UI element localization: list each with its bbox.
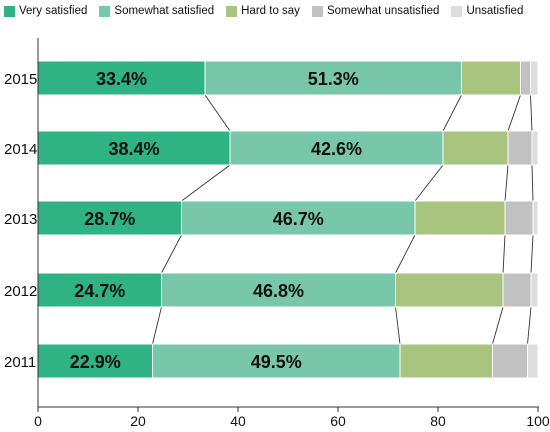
- data-label: 33.4%: [96, 69, 147, 89]
- x-tick-label: 40: [230, 413, 246, 429]
- legend-item: Very satisfied: [0, 5, 87, 17]
- x-tick-label: 0: [34, 413, 42, 429]
- data-label: 24.7%: [74, 281, 125, 301]
- bar-segment: [229, 130, 444, 166]
- legend-item: Somewhat satisfied: [95, 5, 214, 17]
- data-label: 22.9%: [70, 352, 121, 372]
- connector-line: [442, 94, 462, 132]
- legend-label: Very satisfied: [19, 5, 88, 17]
- x-tick-label: 100: [526, 413, 550, 429]
- bar-segment: [181, 200, 416, 236]
- legend-swatch: [99, 5, 111, 17]
- legend-label: Hard to say: [241, 5, 300, 17]
- connector-line: [504, 164, 509, 202]
- connector-line: [161, 234, 182, 274]
- data-label: 49.5%: [251, 352, 302, 372]
- legend-label: Unsatisfied: [466, 5, 524, 17]
- connector-line: [530, 234, 534, 274]
- connector-line: [152, 306, 162, 345]
- legend-swatch: [451, 5, 463, 17]
- data-label: 38.4%: [108, 139, 159, 159]
- category-label: 2015: [4, 71, 37, 88]
- legend-swatch: [4, 5, 15, 17]
- connector-line: [181, 164, 231, 202]
- connector-line: [204, 94, 231, 132]
- bar-segment: [399, 343, 493, 379]
- category-label: 2013: [4, 211, 37, 228]
- connector-line: [414, 164, 444, 202]
- bar-segment: [37, 272, 162, 308]
- x-tick-label: 80: [430, 413, 446, 429]
- connector-line: [492, 306, 504, 345]
- connector-line: [527, 306, 532, 345]
- connector-line: [395, 306, 401, 345]
- bar-segment: [531, 130, 539, 166]
- category-label: 2012: [4, 283, 37, 300]
- data-label: 46.8%: [253, 281, 304, 301]
- category-label: 2014: [4, 141, 37, 158]
- data-label: 28.7%: [84, 209, 135, 229]
- legend-item: Unsatisfied: [447, 5, 523, 17]
- bar-segment: [527, 343, 539, 379]
- bar-segment: [161, 272, 396, 308]
- bar-segment: [507, 130, 533, 166]
- bar-segment: [442, 130, 509, 166]
- connector-line: [531, 164, 534, 202]
- bar-segment: [37, 343, 153, 379]
- category-label: 2011: [4, 354, 36, 371]
- bar-segment: [520, 60, 531, 96]
- bar-segment: [532, 200, 539, 236]
- bar-segment: [461, 60, 521, 96]
- bar-segment: [492, 343, 528, 379]
- legend-swatch: [311, 5, 323, 17]
- bar-segment: [530, 60, 539, 96]
- legend-label: Somewhat unsatisfied: [326, 5, 440, 17]
- bar-segment: [152, 343, 401, 379]
- data-label: 46.7%: [273, 209, 324, 229]
- bar-segment: [204, 60, 462, 96]
- x-tick-label: 60: [330, 413, 346, 429]
- connector-line: [507, 94, 521, 132]
- connector-line: [502, 234, 506, 274]
- connector-line: [530, 94, 533, 132]
- connector-line: [395, 234, 416, 274]
- bar-segment: [504, 200, 534, 236]
- bar-segment: [414, 200, 506, 236]
- data-label: 51.3%: [308, 69, 359, 89]
- legend: Very satisfied Somewhat satisfied Hard to …: [0, 0, 531, 22]
- bar-segment: [395, 272, 504, 308]
- bar-segment: [530, 272, 539, 308]
- data-label: 42.6%: [311, 139, 362, 159]
- legend-item: Hard to say: [222, 5, 300, 17]
- legend-swatch: [226, 5, 238, 17]
- x-tick-label: 20: [130, 413, 146, 429]
- bar-segment: [502, 272, 532, 308]
- legend-label: Somewhat satisfied: [114, 5, 215, 17]
- legend-item: Somewhat unsatisfied: [308, 5, 440, 17]
